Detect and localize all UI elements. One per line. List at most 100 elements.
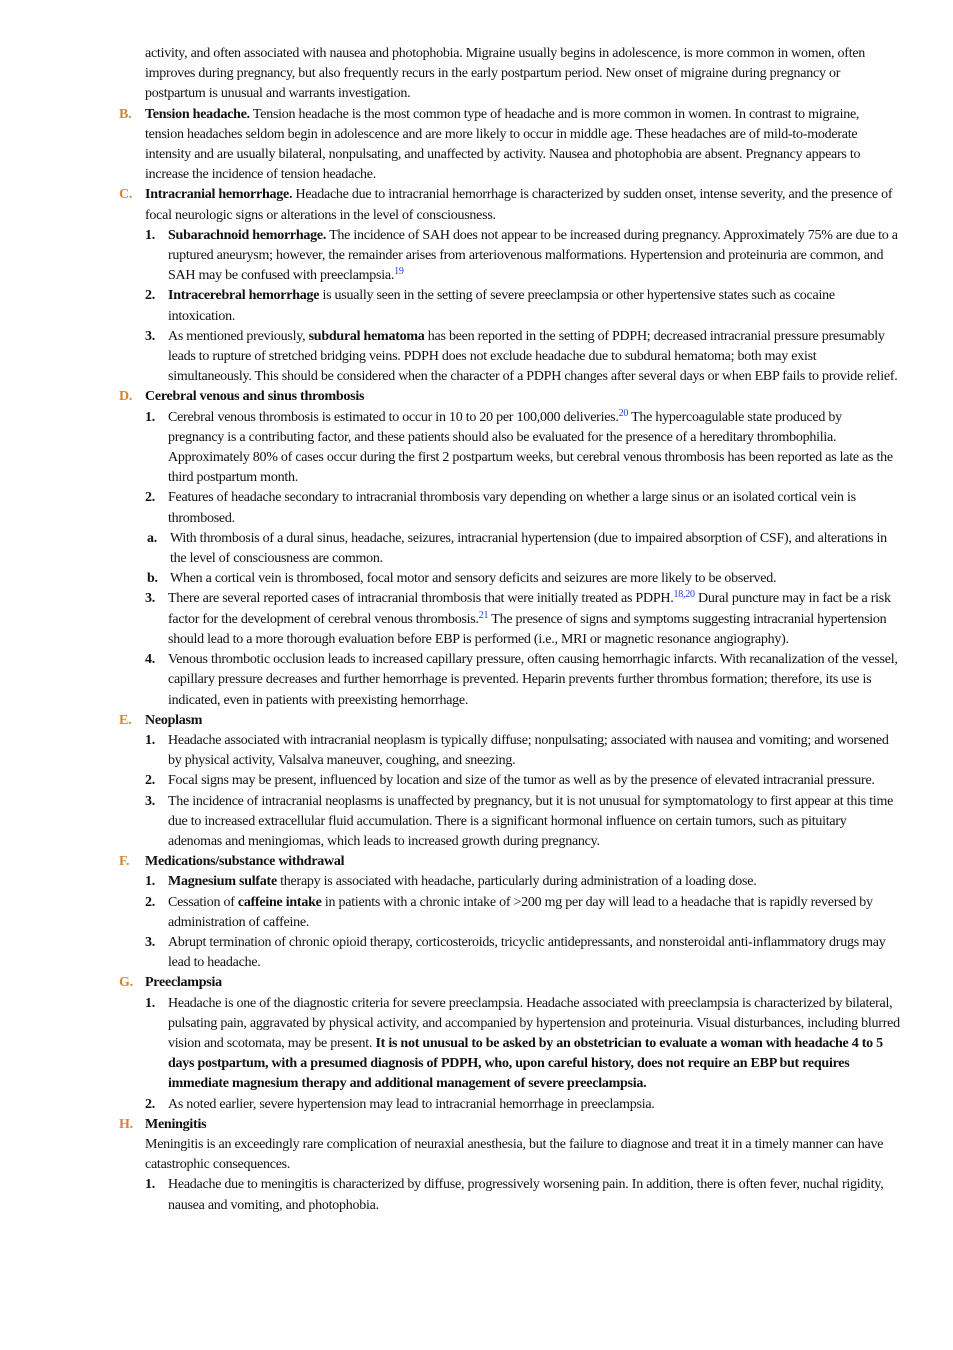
citation: 19 <box>394 266 404 278</box>
text: The incidence of SAH does not appear to … <box>168 227 898 284</box>
list-item: 1. Headache is one of the diagnostic crit… <box>145 994 900 1095</box>
item-body: The incidence of intracranial neoplasms … <box>168 792 900 853</box>
bold-text: Neoplasm <box>145 712 203 728</box>
bold-text: caffeine intake <box>237 894 322 910</box>
bold-text: Tension headache. <box>145 106 250 122</box>
section: H. Meningitis Meningitis is an exceedingly… <box>119 1115 900 1216</box>
bold-text: Intracranial hemorrhage. <box>145 187 293 203</box>
list-item: 1. Headache due to meningitis is characte… <box>145 1175 900 1215</box>
item-number: 1. <box>145 995 155 1011</box>
list-item: 1. Cerebral venous thrombosis is estimate… <box>145 408 900 489</box>
section-letter: H. <box>119 1116 133 1132</box>
text: The incidence of intracranial neoplasms … <box>168 793 894 849</box>
bold-text: Preeclampsia <box>145 975 222 991</box>
bold-text: Magnesium sulfate <box>168 874 277 890</box>
list-item: 1. Subarachnoid hemorrhage. The incidence… <box>145 226 900 287</box>
text: Dural puncture may in fact be a risk fac… <box>168 591 891 627</box>
bold-text: Intracerebral hemorrhage <box>168 288 320 304</box>
item-number: 2. <box>145 773 155 789</box>
text: Focal signs may be present, influenced b… <box>168 773 875 789</box>
item-body: As noted earlier, severe hypertension ma… <box>168 1095 900 1115</box>
section: D. Cerebral venous and sinus thrombosis 1.… <box>119 387 900 711</box>
text: Meningitis is an exceedingly rare compli… <box>145 1136 884 1173</box>
paragraph: activity, and often associated with naus… <box>145 44 900 105</box>
item-number: 2. <box>145 1096 155 1112</box>
section-letter: F. <box>119 854 130 870</box>
list-item: 2. Cessation of caffeine intake in patien… <box>145 893 900 933</box>
list-item: 2. Features of headache secondary to intr… <box>145 488 900 528</box>
text: Features of headache secondary to intrac… <box>168 490 856 526</box>
list-item: 2. As noted earlier, severe hypertension … <box>145 1095 900 1115</box>
list-item: 1. Headache associated with intracranial … <box>145 731 900 771</box>
bold-text: Subarachnoid hemorrhage. <box>168 227 327 243</box>
text: Venous thrombotic occlusion leads to inc… <box>168 652 898 708</box>
section-body: Meningitis <box>145 1115 900 1135</box>
item-number: 1. <box>145 874 155 890</box>
item-body: Cerebral venous thrombosis is estimated … <box>168 408 900 489</box>
section: C. Intracranial hemorrhage. Headache due … <box>119 185 900 388</box>
section: E. Neoplasm 1. Headache associated with int… <box>119 711 900 853</box>
section-letter: B. <box>119 106 132 122</box>
item-body: Features of headache secondary to intrac… <box>168 488 900 528</box>
bold-text: subdural hematoma <box>308 328 425 344</box>
text: Headache associated with intracranial ne… <box>168 732 889 769</box>
list-item: 3. Abrupt termination of chronic opioid t… <box>145 933 900 973</box>
item-body: There are several reported cases of intr… <box>168 589 900 650</box>
item-number: 1. <box>145 227 155 243</box>
section-body: Neoplasm <box>145 711 900 731</box>
text: Headache due to meningitis is characteri… <box>168 1177 884 1213</box>
list-item: 3. As mentioned previously, subdural hema… <box>145 327 900 388</box>
section-letter: C. <box>119 187 133 203</box>
section-letter: D. <box>119 389 133 405</box>
bold-text: Cerebral venous and sinus thrombosis <box>145 389 365 405</box>
text: Headache due to intracranial hemorrhage … <box>145 187 893 223</box>
text: has been reported in the setting of PDPH… <box>168 328 898 385</box>
text: With thrombosis of a dural sinus, headac… <box>170 530 887 567</box>
item-body: As mentioned previously, subdural hemato… <box>168 327 900 388</box>
text: Abrupt termination of chronic opioid the… <box>168 934 886 971</box>
list-item: 1. Magnesium sulfate therapy is associate… <box>145 872 900 892</box>
section-body: Cerebral venous and sinus thrombosis <box>145 387 900 407</box>
item-body: Magnesium sulfate therapy is associated … <box>168 872 900 892</box>
bold-text: Medications/substance withdrawal <box>145 854 345 870</box>
item-body: Subarachnoid hemorrhage. The incidence o… <box>168 226 900 287</box>
item-number: 2. <box>145 894 155 910</box>
citation: 21 <box>478 609 489 621</box>
item-body: With thrombosis of a dural sinus, headac… <box>170 529 900 569</box>
item-number: 1. <box>145 732 155 748</box>
section: B. Tension headache. Tension headache is … <box>119 105 900 186</box>
text: As noted earlier, severe hypertension ma… <box>168 1096 655 1112</box>
item-body: Focal signs may be present, influenced b… <box>168 771 900 791</box>
text: The presence of signs and symptoms sugge… <box>168 611 887 647</box>
item-body: Intracerebral hemorrhage is usually seen… <box>168 286 900 326</box>
item-body: Abrupt termination of chronic opioid the… <box>168 933 900 973</box>
section-body: Medications/substance withdrawal <box>145 852 900 872</box>
section-body: Preeclampsia <box>145 973 900 993</box>
text: Cerebral venous thrombosis is estimated … <box>168 409 619 425</box>
list-item: 4. Venous thrombotic occlusion leads to i… <box>145 650 900 711</box>
item-number: b. <box>147 571 158 587</box>
section-letter: G. <box>119 975 133 991</box>
list-item: 3. There are several reported cases of in… <box>145 589 900 650</box>
text: Headache is one of the diagnostic criter… <box>168 995 900 1051</box>
text: in patients with a chronic intake of >20… <box>168 894 873 930</box>
item-body: Headache due to meningitis is characteri… <box>168 1175 900 1215</box>
item-number: a. <box>147 530 157 546</box>
text: therapy is associated with headache, par… <box>276 874 757 890</box>
item-number: 3. <box>145 591 155 607</box>
item-number: 4. <box>145 652 155 668</box>
item-number: 1. <box>145 409 155 425</box>
item-body: Cessation of caffeine intake in patients… <box>168 893 900 933</box>
item-number: 3. <box>145 328 155 344</box>
item-body: Headache associated with intracranial ne… <box>168 731 900 771</box>
text: is usually seen in the setting of severe… <box>168 288 835 324</box>
list-item: 3. The incidence of intracranial neoplasm… <box>145 792 900 853</box>
sub-item: b. When a cortical vein is thrombosed, fo… <box>145 569 900 589</box>
text: Cessation of <box>168 894 238 910</box>
text: activity, and often associated with naus… <box>145 46 866 102</box>
paragraph: Meningitis is an exceedingly rare compli… <box>145 1135 900 1175</box>
item-body: Venous thrombotic occlusion leads to inc… <box>168 650 900 711</box>
section: F. Medications/substance withdrawal 1. Magn… <box>119 852 900 973</box>
text: There are several reported cases of intr… <box>168 591 674 607</box>
item-number: 2. <box>145 288 155 304</box>
